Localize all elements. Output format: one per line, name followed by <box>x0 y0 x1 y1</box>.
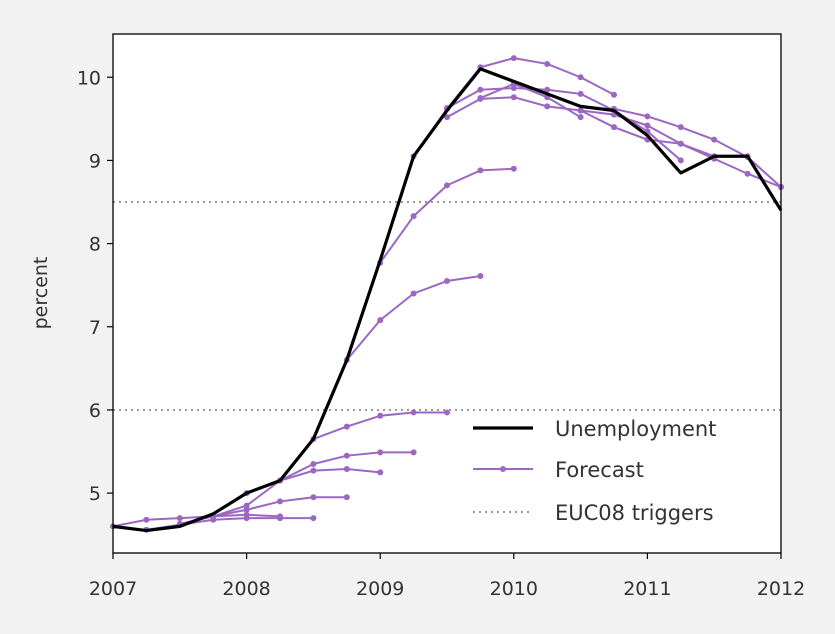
y-tick-label: 9 <box>89 150 101 172</box>
x-axis: 2007 2008 2009 2010 2011 2012 <box>89 553 805 600</box>
forecast-point <box>377 469 384 476</box>
y-tick-label: 6 <box>89 400 101 422</box>
y-tick-label: 5 <box>89 483 101 505</box>
forecast-point <box>377 317 384 324</box>
forecast-point <box>477 86 484 93</box>
y-axis-label: percent <box>30 257 52 330</box>
forecast-point <box>343 452 350 459</box>
forecast-line-9 <box>446 87 682 162</box>
forecast-point <box>310 461 317 468</box>
forecast-point <box>677 157 684 164</box>
forecast-series <box>110 55 784 533</box>
forecast-point <box>477 167 484 174</box>
x-tick-label: 2012 <box>757 578 805 600</box>
forecast-point <box>611 124 617 131</box>
forecast-point <box>143 516 150 523</box>
forecast-point <box>544 86 551 93</box>
legend-forecast-marker <box>500 466 506 472</box>
forecast-point <box>544 60 551 67</box>
y-tick-label: 8 <box>89 234 101 256</box>
forecast-point <box>544 103 551 110</box>
forecast-point <box>377 449 384 456</box>
x-tick-label: 2011 <box>623 578 671 600</box>
forecast-point <box>577 107 584 114</box>
forecast-point <box>444 409 450 416</box>
forecast-point <box>310 467 317 474</box>
forecast-point <box>677 140 684 147</box>
forecast-point <box>510 94 517 101</box>
forecast-point <box>611 91 617 98</box>
forecast-point <box>243 515 250 522</box>
forecast-point <box>176 515 183 522</box>
forecast-line-11 <box>446 96 748 158</box>
y-tick-label: 7 <box>89 317 101 339</box>
plot-area <box>113 34 781 553</box>
y-axis: 5 6 7 8 9 10 <box>77 67 113 505</box>
forecast-point <box>343 494 350 501</box>
x-tick-label: 2007 <box>89 578 137 600</box>
legend-unemployment-label: Unemployment <box>555 417 716 441</box>
forecast-point <box>577 74 584 81</box>
forecast-point <box>377 412 384 419</box>
forecast-point <box>510 55 517 62</box>
forecast-point <box>744 170 751 177</box>
forecast-point <box>310 515 317 522</box>
forecast-point <box>444 278 450 285</box>
forecast-point <box>677 124 684 131</box>
forecast-line-10 <box>480 82 582 119</box>
legend-trigger-label: EUC08 triggers <box>555 501 714 525</box>
forecast-point <box>277 515 283 522</box>
x-tick-label: 2009 <box>356 578 404 600</box>
forecast-point <box>477 273 484 280</box>
x-tick-label: 2010 <box>490 578 538 600</box>
forecast-point <box>310 494 317 501</box>
legend: Unemployment Forecast EUC08 triggers <box>473 417 716 525</box>
forecast-point <box>343 465 350 472</box>
forecast-point <box>243 502 250 509</box>
forecast-point <box>510 165 517 172</box>
forecast-point <box>510 85 517 92</box>
forecast-point <box>410 290 417 297</box>
forecast-point <box>410 409 417 416</box>
forecast-point <box>577 90 584 97</box>
unemployment-line <box>112 67 783 533</box>
forecast-line-0 <box>112 513 281 528</box>
forecast-point <box>644 122 651 129</box>
forecast-point <box>644 113 651 120</box>
forecast-point <box>577 114 584 121</box>
legend-forecast-label: Forecast <box>555 458 644 482</box>
plot-frame <box>112 33 782 554</box>
forecast-point <box>277 498 283 505</box>
forecast-point <box>444 182 450 189</box>
forecast-point <box>410 213 417 220</box>
forecast-line-3 <box>212 467 381 518</box>
forecast-point <box>410 449 417 456</box>
forecast-line-12 <box>613 107 782 188</box>
forecast-point <box>343 423 350 430</box>
forecast-point <box>444 114 450 121</box>
forecast-point <box>711 136 718 143</box>
x-tick-label: 2008 <box>222 578 270 600</box>
unemployment-series <box>112 67 783 533</box>
y-tick-label: 10 <box>77 67 101 89</box>
forecast-point <box>243 506 250 513</box>
forecast-point <box>477 95 484 102</box>
